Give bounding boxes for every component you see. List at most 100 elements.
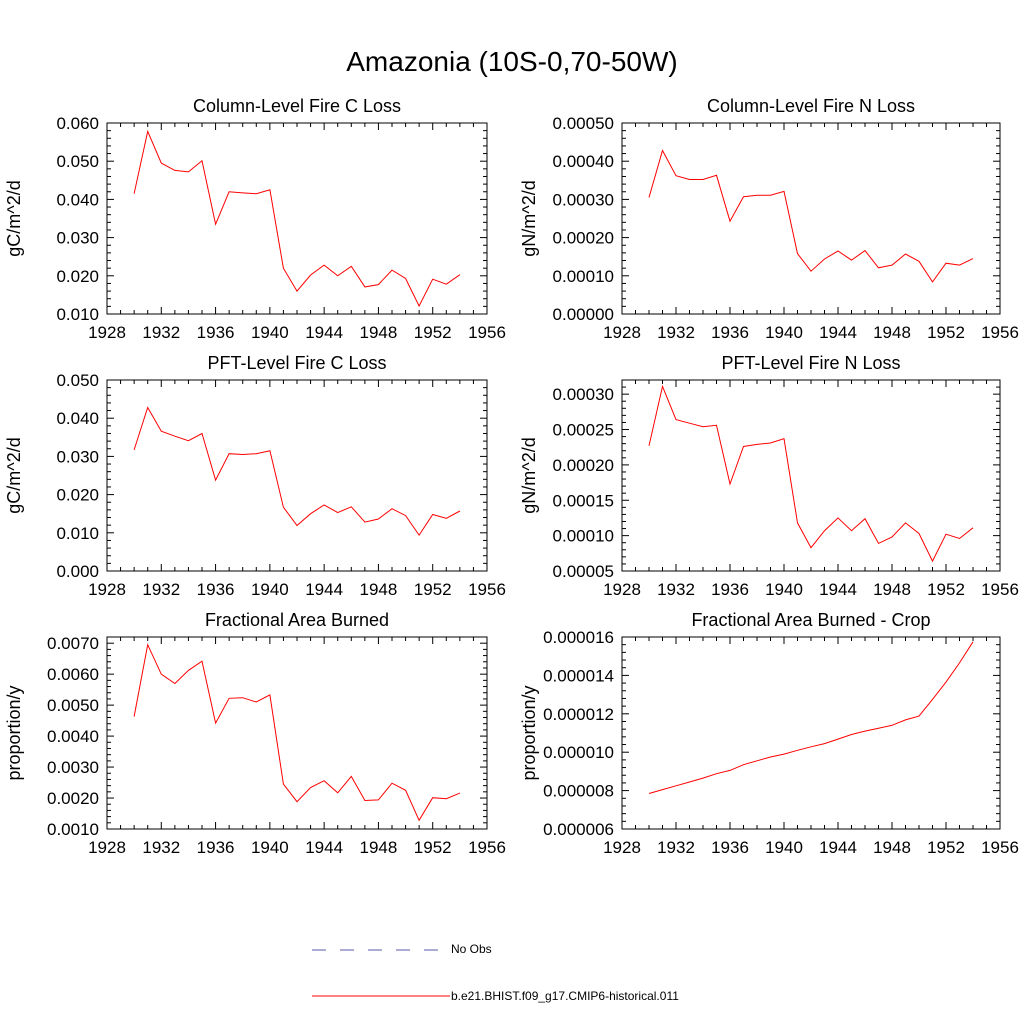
panel-title: PFT-Level Fire N Loss <box>721 353 900 373</box>
y-tick-label: 0.00030 <box>553 190 614 209</box>
y-tick-label: 0.000010 <box>543 743 614 762</box>
x-tick-label: 1944 <box>819 580 857 599</box>
x-tick-label: 1936 <box>197 580 235 599</box>
y-tick-label: 0.030 <box>56 447 99 466</box>
y-tick-label: 0.000006 <box>543 820 614 839</box>
y-tick-label: 0.010 <box>56 305 99 324</box>
y-tick-label: 0.0020 <box>47 789 99 808</box>
x-tick-label: 1956 <box>981 323 1019 342</box>
x-tick-label: 1956 <box>468 580 506 599</box>
x-tick-label: 1936 <box>197 838 235 857</box>
x-tick-label: 1956 <box>468 323 506 342</box>
x-tick-label: 1944 <box>819 838 857 857</box>
y-tick-label: 0.0010 <box>47 820 99 839</box>
x-tick-label: 1932 <box>142 838 180 857</box>
x-tick-label: 1956 <box>981 838 1019 857</box>
x-tick-label: 1940 <box>765 580 803 599</box>
y-tick-label: 0.00020 <box>553 229 614 248</box>
x-tick-label: 1932 <box>657 323 695 342</box>
y-tick-label: 0.0070 <box>47 634 99 653</box>
x-tick-label: 1948 <box>873 838 911 857</box>
y-tick-label: 0.050 <box>56 371 99 390</box>
x-tick-label: 1956 <box>981 580 1019 599</box>
y-axis-label: proportion/y <box>519 685 539 780</box>
x-tick-label: 1936 <box>711 838 749 857</box>
x-tick-label: 1956 <box>468 838 506 857</box>
y-tick-label: 0.040 <box>56 190 99 209</box>
y-tick-label: 0.00050 <box>553 114 614 133</box>
x-tick-label: 1940 <box>251 580 289 599</box>
series-line <box>133 129 461 308</box>
x-tick-label: 1952 <box>414 838 452 857</box>
series-line <box>648 149 974 283</box>
series-line <box>648 641 974 794</box>
x-tick-label: 1932 <box>142 323 180 342</box>
y-tick-label: 0.010 <box>56 524 99 543</box>
series-line <box>133 643 461 822</box>
y-tick-label: 0.050 <box>56 152 99 171</box>
panel-title: Column-Level Fire C Loss <box>193 96 401 116</box>
x-tick-label: 1948 <box>360 838 398 857</box>
x-tick-label: 1952 <box>927 323 965 342</box>
x-tick-label: 1952 <box>927 580 965 599</box>
y-tick-label: 0.0060 <box>47 665 99 684</box>
x-tick-label: 1932 <box>142 580 180 599</box>
x-tick-label: 1952 <box>414 323 452 342</box>
y-tick-label: 0.000014 <box>543 666 614 685</box>
x-tick-label: 1928 <box>603 323 641 342</box>
legend-obs-swatch <box>312 949 450 951</box>
plot-frame <box>106 379 488 572</box>
x-tick-label: 1952 <box>927 838 965 857</box>
y-axis-label: gC/m^2/d <box>4 180 24 256</box>
x-tick-label: 1940 <box>765 838 803 857</box>
x-tick-label: 1944 <box>305 323 343 342</box>
x-tick-label: 1936 <box>711 323 749 342</box>
y-tick-label: 0.030 <box>56 229 99 248</box>
x-tick-label: 1948 <box>360 580 398 599</box>
y-axis-label: gN/m^2/d <box>519 180 539 256</box>
x-tick-label: 1928 <box>603 838 641 857</box>
plot-frame <box>621 636 1001 830</box>
legend-model-swatch <box>312 995 450 997</box>
y-axis-label: gC/m^2/d <box>4 437 24 513</box>
x-tick-label: 1928 <box>88 838 126 857</box>
panel-6: 1928 1932 1936 1940 1944 1948 1952 1956 0.000006… <box>519 610 1019 857</box>
plot-frame <box>621 122 1001 315</box>
x-tick-label: 1932 <box>657 580 695 599</box>
panel-title: Fractional Area Burned - Crop <box>691 610 930 630</box>
y-tick-label: 0.00010 <box>553 527 614 546</box>
x-tick-label: 1940 <box>251 323 289 342</box>
panel-2: 1928 1932 1936 1940 1944 1948 1952 1956 0.00000 0… <box>519 96 1019 342</box>
panel-title: PFT-Level Fire C Loss <box>207 353 386 373</box>
panel-1: 1928 1932 1936 1940 1944 1948 1952 1956 0.010 0.0… <box>4 96 506 342</box>
y-tick-label: 0.000016 <box>543 628 614 647</box>
panel-4: 1928 1932 1936 1940 1944 1948 1952 1956 0.00005 0… <box>519 353 1019 599</box>
plot-frame <box>621 379 1001 572</box>
x-tick-label: 1948 <box>360 323 398 342</box>
panel-5: 1928 1932 1936 1940 1944 1948 1952 1956 0.0010 0.… <box>4 610 506 857</box>
x-tick-label: 1936 <box>197 323 235 342</box>
y-tick-label: 0.00030 <box>553 385 614 404</box>
x-tick-label: 1940 <box>251 838 289 857</box>
x-tick-label: 1952 <box>414 580 452 599</box>
y-tick-label: 0.00020 <box>553 456 614 475</box>
y-tick-label: 0.000012 <box>543 705 614 724</box>
y-axis-label: proportion/y <box>4 685 24 780</box>
y-tick-label: 0.00000 <box>553 305 614 324</box>
panel-title: Column-Level Fire N Loss <box>707 96 915 116</box>
y-tick-label: 0.0050 <box>47 696 99 715</box>
y-tick-label: 0.0030 <box>47 758 99 777</box>
x-tick-label: 1936 <box>711 580 749 599</box>
x-tick-label: 1944 <box>305 580 343 599</box>
y-tick-label: 0.020 <box>56 486 99 505</box>
y-tick-label: 0.000008 <box>543 782 614 801</box>
y-tick-label: 0.060 <box>56 114 99 133</box>
x-tick-label: 1928 <box>603 580 641 599</box>
y-tick-label: 0.00025 <box>553 421 614 440</box>
y-tick-label: 0.000 <box>56 562 99 581</box>
legend-obs-label: No Obs <box>451 942 492 956</box>
series-line <box>133 406 461 536</box>
panel-title: Fractional Area Burned <box>205 610 389 630</box>
x-tick-label: 1928 <box>88 580 126 599</box>
